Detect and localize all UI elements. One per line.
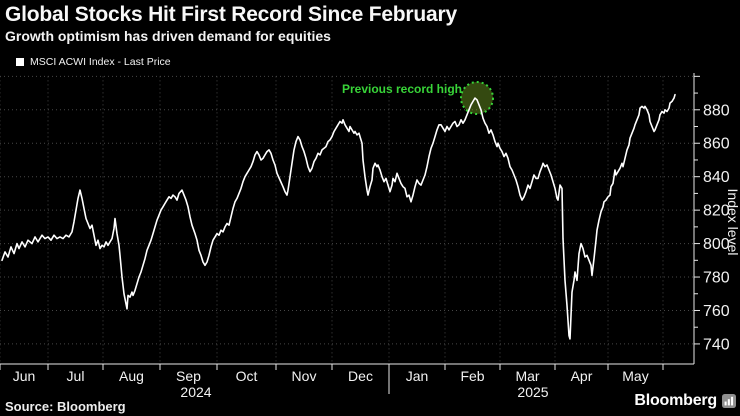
y-tick-label: 780 <box>703 270 730 287</box>
month-label: Feb <box>460 368 484 384</box>
bar-chart-icon <box>722 394 736 408</box>
bloomberg-logo: Bloomberg <box>634 392 736 410</box>
chart-title: Global Stocks Hit First Record Since Feb… <box>5 3 457 26</box>
index-price-line <box>1 93 676 340</box>
legend-swatch-icon <box>16 58 24 66</box>
month-label: Dec <box>348 368 373 384</box>
chart-subtitle: Growth optimism has driven demand for eq… <box>5 28 331 44</box>
month-label: May <box>622 368 648 384</box>
month-label: Jan <box>406 368 429 384</box>
y-tick-label: 860 <box>703 136 730 153</box>
source-credit: Source: Bloomberg <box>5 399 126 414</box>
y-tick-label: 820 <box>703 203 730 220</box>
year-label: 2025 <box>517 384 548 400</box>
previous-record-high-circle <box>460 81 494 115</box>
month-label: Jun <box>13 368 36 384</box>
month-label: Jul <box>67 368 85 384</box>
bloomberg-logo-text: Bloomberg <box>634 392 717 409</box>
y-tick-label: 740 <box>703 336 730 353</box>
month-label: Nov <box>292 368 317 384</box>
year-label: 2024 <box>180 384 211 400</box>
month-label: Sep <box>176 368 201 384</box>
y-tick-label: 840 <box>703 169 730 186</box>
annotation-previous-record-high: Previous record high <box>341 82 462 96</box>
legend: MSCI ACWI Index - Last Price <box>16 56 171 68</box>
y-tick-label: 760 <box>703 303 730 320</box>
y-tick-label: 800 <box>703 236 730 253</box>
y-axis-title: Index level <box>725 189 740 256</box>
month-label: Mar <box>515 368 539 384</box>
legend-label: MSCI ACWI Index - Last Price <box>30 56 171 68</box>
month-label: Apr <box>571 368 593 384</box>
month-label: Aug <box>119 368 144 384</box>
y-tick-label: 880 <box>703 102 730 119</box>
month-label: Oct <box>236 368 258 384</box>
